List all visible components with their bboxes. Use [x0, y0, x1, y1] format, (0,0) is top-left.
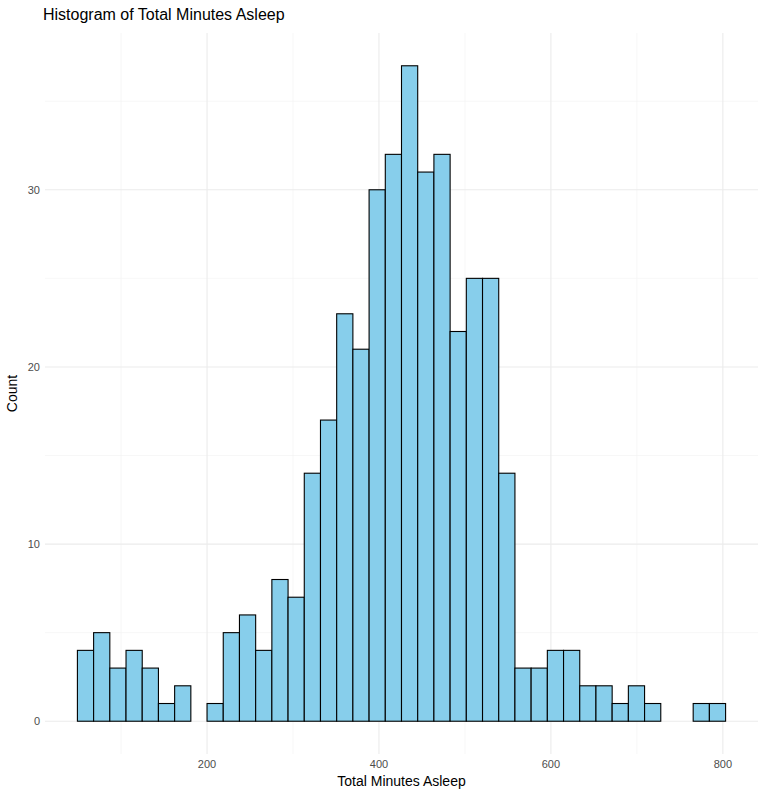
bar	[709, 704, 725, 722]
bar	[337, 314, 353, 721]
grid-x	[550, 33, 551, 754]
texts: 200 400 600 800 0 10 20 30 Histogram of Total Mi…	[4, 6, 732, 789]
bar	[531, 668, 547, 721]
bar	[94, 633, 110, 722]
grid-x	[722, 33, 723, 754]
bar	[77, 650, 93, 721]
bar	[239, 615, 255, 721]
x-tick-label: 200	[198, 758, 216, 770]
bar	[450, 331, 466, 721]
bar	[596, 686, 612, 721]
grid-x	[206, 33, 207, 754]
bar	[515, 668, 531, 721]
bar	[418, 172, 434, 721]
bar	[353, 349, 369, 721]
y-tick-label: 0	[34, 715, 40, 727]
bar	[661, 721, 677, 722]
bar	[677, 721, 693, 722]
minor-grid-x	[636, 33, 637, 754]
bar	[369, 190, 385, 721]
bar	[483, 278, 499, 721]
bar	[434, 154, 450, 721]
bar	[207, 704, 223, 722]
bar	[256, 650, 272, 721]
chart-container: 200 400 600 800 0 10 20 30 Histogram of Total Mi…	[0, 0, 771, 796]
y-axis-label: Count	[4, 375, 20, 412]
y-tick-label: 30	[28, 184, 40, 196]
x-tick-label: 400	[370, 758, 388, 770]
y-tick-label: 10	[28, 538, 40, 550]
y-tick-label: 20	[28, 361, 40, 373]
chart-svg: 200 400 600 800 0 10 20 30 Histogram of Total Mi…	[0, 0, 771, 796]
bar	[564, 650, 580, 721]
bar	[385, 154, 401, 721]
bar	[158, 704, 174, 722]
bar	[272, 580, 288, 722]
bar	[693, 704, 709, 722]
bar	[580, 686, 596, 721]
bar	[645, 704, 661, 722]
x-tick-label: 800	[714, 758, 732, 770]
bar	[612, 704, 628, 722]
bar	[499, 473, 515, 721]
x-axis-label: Total Minutes Asleep	[337, 773, 466, 789]
bar	[110, 668, 126, 721]
x-tick-label: 600	[542, 758, 560, 770]
bar	[142, 668, 158, 721]
bar	[466, 278, 482, 721]
bar	[402, 66, 418, 721]
grid	[45, 33, 758, 754]
bar	[320, 420, 336, 721]
bar	[223, 633, 239, 722]
bar	[547, 650, 563, 721]
bar	[288, 597, 304, 721]
title: Histogram of Total Minutes Asleep	[43, 6, 285, 23]
bar	[304, 473, 320, 721]
bars	[77, 66, 725, 721]
bar	[126, 650, 142, 721]
minor-grid-x	[121, 33, 122, 754]
bar	[628, 686, 644, 721]
bar	[191, 721, 207, 722]
bar	[175, 686, 191, 721]
